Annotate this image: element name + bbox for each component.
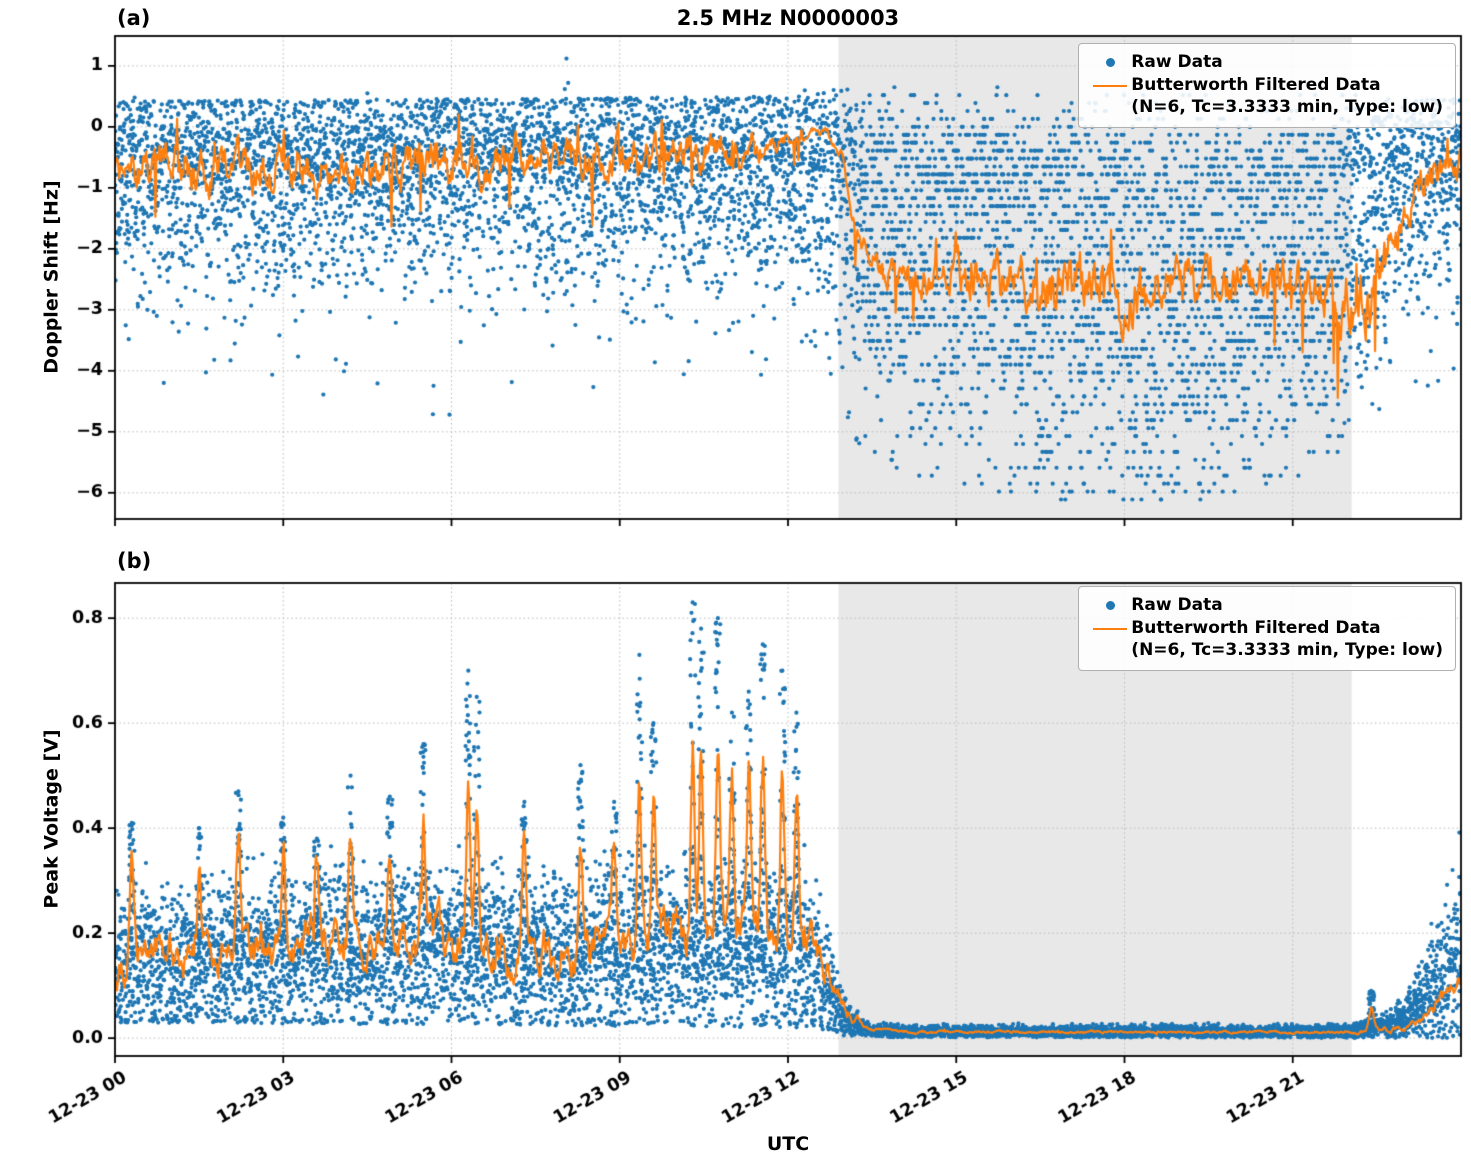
- y-axis-label-doppler: Doppler Shift [Hz]: [40, 180, 63, 374]
- legend-panel-b: Raw Data Butterworth Filtered Data (N=6,…: [1078, 586, 1456, 672]
- legend-raw-label: Raw Data: [1131, 52, 1223, 72]
- legend-item-filtered: Butterworth Filtered Data (N=6, Tc=3.333…: [1089, 618, 1443, 662]
- legend-item-raw: Raw Data: [1089, 595, 1443, 617]
- panel-b-label: (b): [117, 549, 152, 573]
- y-axis-label-voltage: Peak Voltage [V]: [40, 729, 63, 909]
- legend-filtered-label: Butterworth Filtered Data (N=6, Tc=3.333…: [1131, 618, 1443, 662]
- raw-data-marker-icon: [1089, 595, 1131, 610]
- legend-raw-label: Raw Data: [1131, 595, 1223, 615]
- legend-filtered-label-line1: Butterworth Filtered Data: [1131, 74, 1381, 95]
- legend-filtered-label-line2: (N=6, Tc=3.3333 min, Type: low): [1131, 639, 1443, 660]
- legend-filtered-label-line2: (N=6, Tc=3.3333 min, Type: low): [1131, 96, 1443, 117]
- legend-filtered-label: Butterworth Filtered Data (N=6, Tc=3.333…: [1131, 75, 1443, 119]
- legend-item-raw: Raw Data: [1089, 52, 1443, 74]
- panel-a-label: (a): [117, 6, 151, 30]
- filtered-data-marker-icon: [1089, 618, 1131, 630]
- legend-panel-a: Raw Data Butterworth Filtered Data (N=6,…: [1078, 43, 1456, 129]
- filtered-data-marker-icon: [1089, 75, 1131, 87]
- raw-data-marker-icon: [1089, 52, 1131, 67]
- legend-filtered-label-line1: Butterworth Filtered Data: [1131, 617, 1381, 638]
- legend-item-filtered: Butterworth Filtered Data (N=6, Tc=3.333…: [1089, 75, 1443, 119]
- x-axis-label-utc: UTC: [766, 1133, 810, 1155]
- figure-title: 2.5 MHz N0000003: [676, 6, 900, 30]
